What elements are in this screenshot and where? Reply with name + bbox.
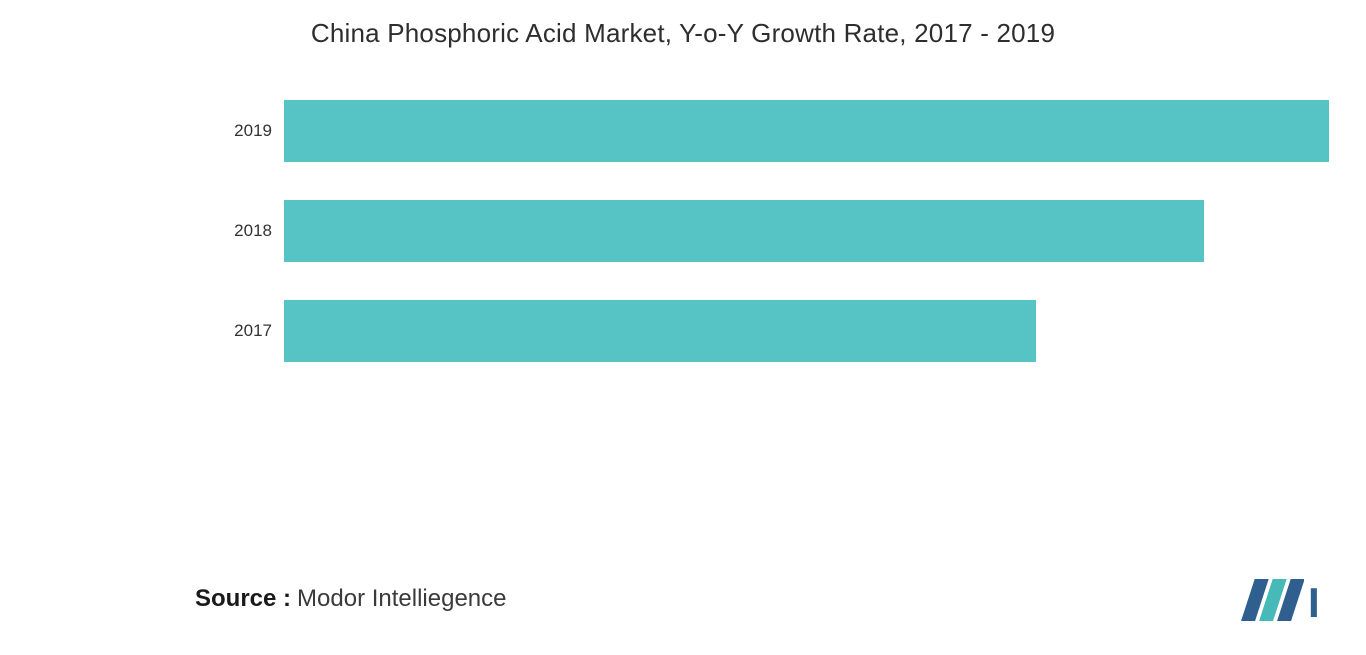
bar-category-label: 2017 [234,321,272,341]
source-label: Source : [195,585,291,613]
bar-category-label: 2019 [234,121,272,141]
bar [284,100,1329,162]
chart-plot-area: 2019 2018 2017 [284,100,1329,420]
bar-row: 2019 [284,100,1329,162]
source-line: Source : Modor Intelliegence [195,585,507,613]
chart-title: China Phosphoric Acid Market, Y-o-Y Grow… [0,0,1366,49]
bar [284,200,1204,262]
bar [284,300,1036,362]
bar-row: 2017 [284,300,1036,362]
brand-logo-icon: I [1238,575,1328,625]
svg-text:I: I [1308,579,1320,625]
bar-row: 2018 [284,200,1204,262]
source-value: Modor Intelliegence [297,585,506,613]
bar-category-label: 2018 [234,221,272,241]
